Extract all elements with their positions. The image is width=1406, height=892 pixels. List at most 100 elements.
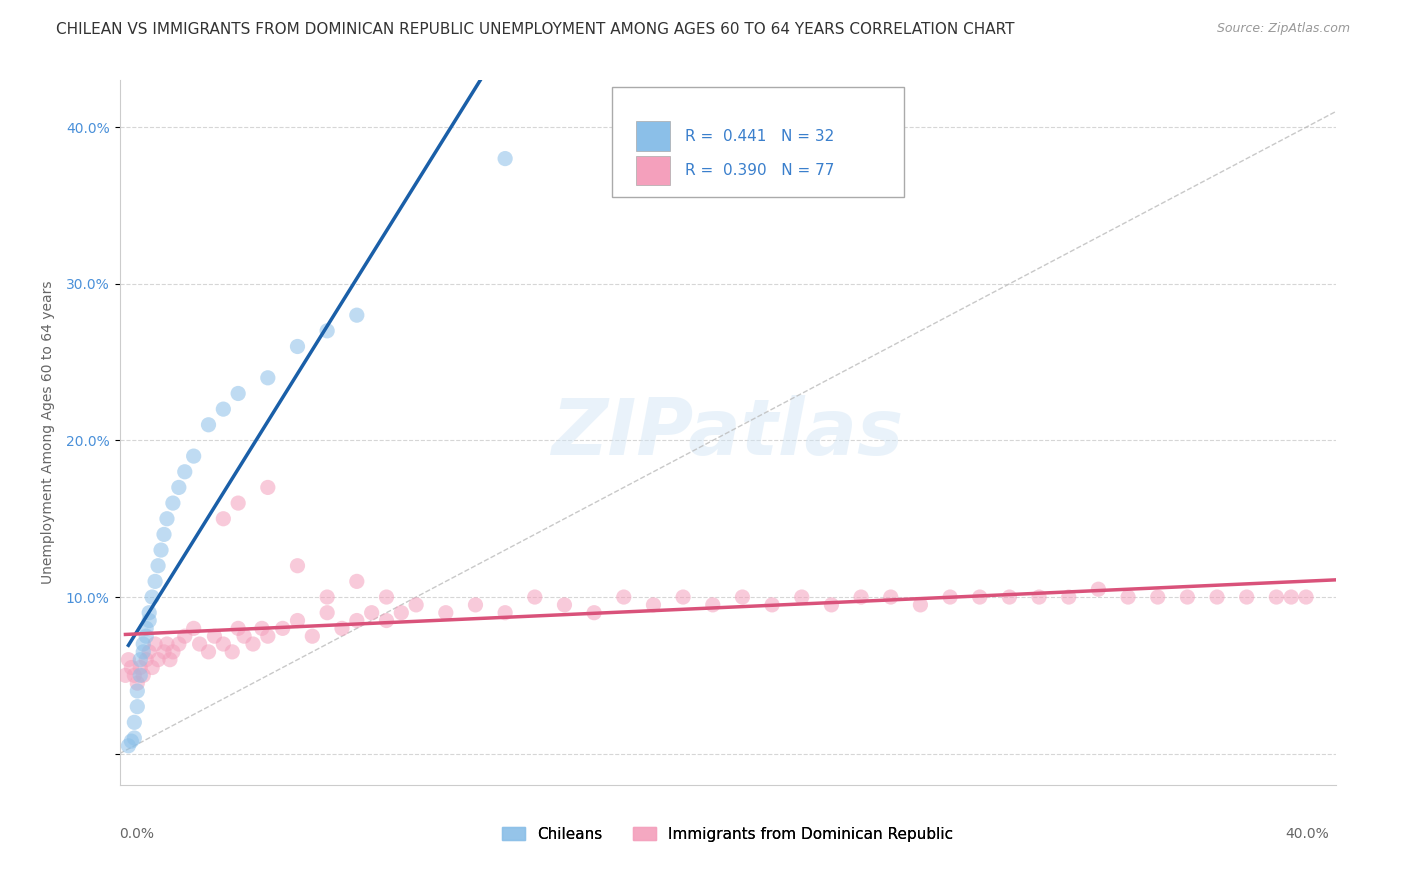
- Point: [127, 699, 149, 714]
- FancyBboxPatch shape: [637, 121, 671, 151]
- Point: [188, 637, 211, 651]
- Point: [233, 629, 256, 643]
- Point: [998, 590, 1021, 604]
- Point: [375, 614, 398, 628]
- Point: [132, 668, 155, 682]
- Point: [910, 598, 932, 612]
- Point: [731, 590, 754, 604]
- Point: [183, 449, 205, 463]
- Point: [138, 645, 160, 659]
- Text: CHILEAN VS IMMIGRANTS FROM DOMINICAN REPUBLIC UNEMPLOYMENT AMONG AGES 60 TO 64 Y: CHILEAN VS IMMIGRANTS FROM DOMINICAN REP…: [56, 22, 1015, 37]
- Point: [212, 512, 235, 526]
- Point: [132, 637, 155, 651]
- Point: [197, 417, 219, 432]
- Text: R =  0.441   N = 32: R = 0.441 N = 32: [685, 128, 834, 144]
- Point: [226, 386, 249, 401]
- Point: [120, 660, 142, 674]
- Point: [114, 668, 136, 682]
- Point: [613, 590, 636, 604]
- Point: [330, 621, 353, 635]
- Point: [135, 621, 157, 635]
- Point: [141, 590, 163, 604]
- FancyBboxPatch shape: [637, 156, 671, 186]
- Point: [761, 598, 783, 612]
- Point: [138, 614, 160, 628]
- Point: [434, 606, 457, 620]
- Point: [287, 614, 309, 628]
- Point: [256, 629, 278, 643]
- Point: [375, 590, 398, 604]
- Point: [135, 629, 157, 643]
- Text: 0.0%: 0.0%: [120, 828, 155, 841]
- Point: [124, 731, 146, 745]
- Point: [129, 660, 152, 674]
- Point: [1295, 590, 1317, 604]
- Point: [583, 606, 606, 620]
- Point: [146, 653, 169, 667]
- Point: [132, 645, 155, 659]
- Point: [287, 339, 309, 353]
- Point: [221, 645, 243, 659]
- Point: [553, 598, 575, 612]
- Point: [129, 653, 152, 667]
- Point: [405, 598, 427, 612]
- Point: [127, 684, 149, 698]
- Point: [494, 606, 516, 620]
- Point: [129, 668, 152, 682]
- Point: [159, 653, 181, 667]
- Point: [316, 324, 339, 338]
- Point: [212, 402, 235, 417]
- Point: [183, 621, 205, 635]
- Point: [494, 152, 516, 166]
- Point: [212, 637, 235, 651]
- Y-axis label: Unemployment Among Ages 60 to 64 years: Unemployment Among Ages 60 to 64 years: [41, 281, 55, 584]
- Point: [1265, 590, 1288, 604]
- Point: [117, 739, 139, 753]
- Point: [1236, 590, 1258, 604]
- Point: [124, 668, 146, 682]
- Point: [226, 621, 249, 635]
- Point: [790, 590, 813, 604]
- Point: [256, 480, 278, 494]
- Point: [389, 606, 412, 620]
- Point: [124, 715, 146, 730]
- Point: [153, 645, 176, 659]
- Text: R =  0.390   N = 77: R = 0.390 N = 77: [685, 163, 834, 178]
- Point: [1146, 590, 1168, 604]
- Point: [167, 637, 190, 651]
- Legend: Chileans, Immigrants from Dominican Republic: Chileans, Immigrants from Dominican Repu…: [496, 821, 959, 847]
- Point: [226, 496, 249, 510]
- Point: [156, 512, 179, 526]
- Point: [360, 606, 382, 620]
- Point: [162, 645, 184, 659]
- Point: [464, 598, 486, 612]
- Point: [271, 621, 294, 635]
- Text: ZIPatlas: ZIPatlas: [551, 394, 904, 471]
- Point: [316, 590, 339, 604]
- Point: [162, 496, 184, 510]
- Point: [256, 371, 278, 385]
- Point: [301, 629, 323, 643]
- Point: [346, 614, 368, 628]
- Point: [643, 598, 665, 612]
- Point: [197, 645, 219, 659]
- Point: [138, 606, 160, 620]
- Point: [1087, 582, 1109, 597]
- FancyBboxPatch shape: [612, 87, 904, 196]
- Point: [1057, 590, 1080, 604]
- Point: [820, 598, 842, 612]
- Point: [1116, 590, 1139, 604]
- Point: [1177, 590, 1199, 604]
- Point: [346, 574, 368, 589]
- Point: [173, 629, 195, 643]
- Point: [672, 590, 695, 604]
- Point: [117, 653, 139, 667]
- Point: [1028, 590, 1050, 604]
- Point: [135, 653, 157, 667]
- Point: [143, 574, 166, 589]
- Point: [316, 606, 339, 620]
- Point: [849, 590, 872, 604]
- Point: [173, 465, 195, 479]
- Point: [146, 558, 169, 573]
- Point: [242, 637, 264, 651]
